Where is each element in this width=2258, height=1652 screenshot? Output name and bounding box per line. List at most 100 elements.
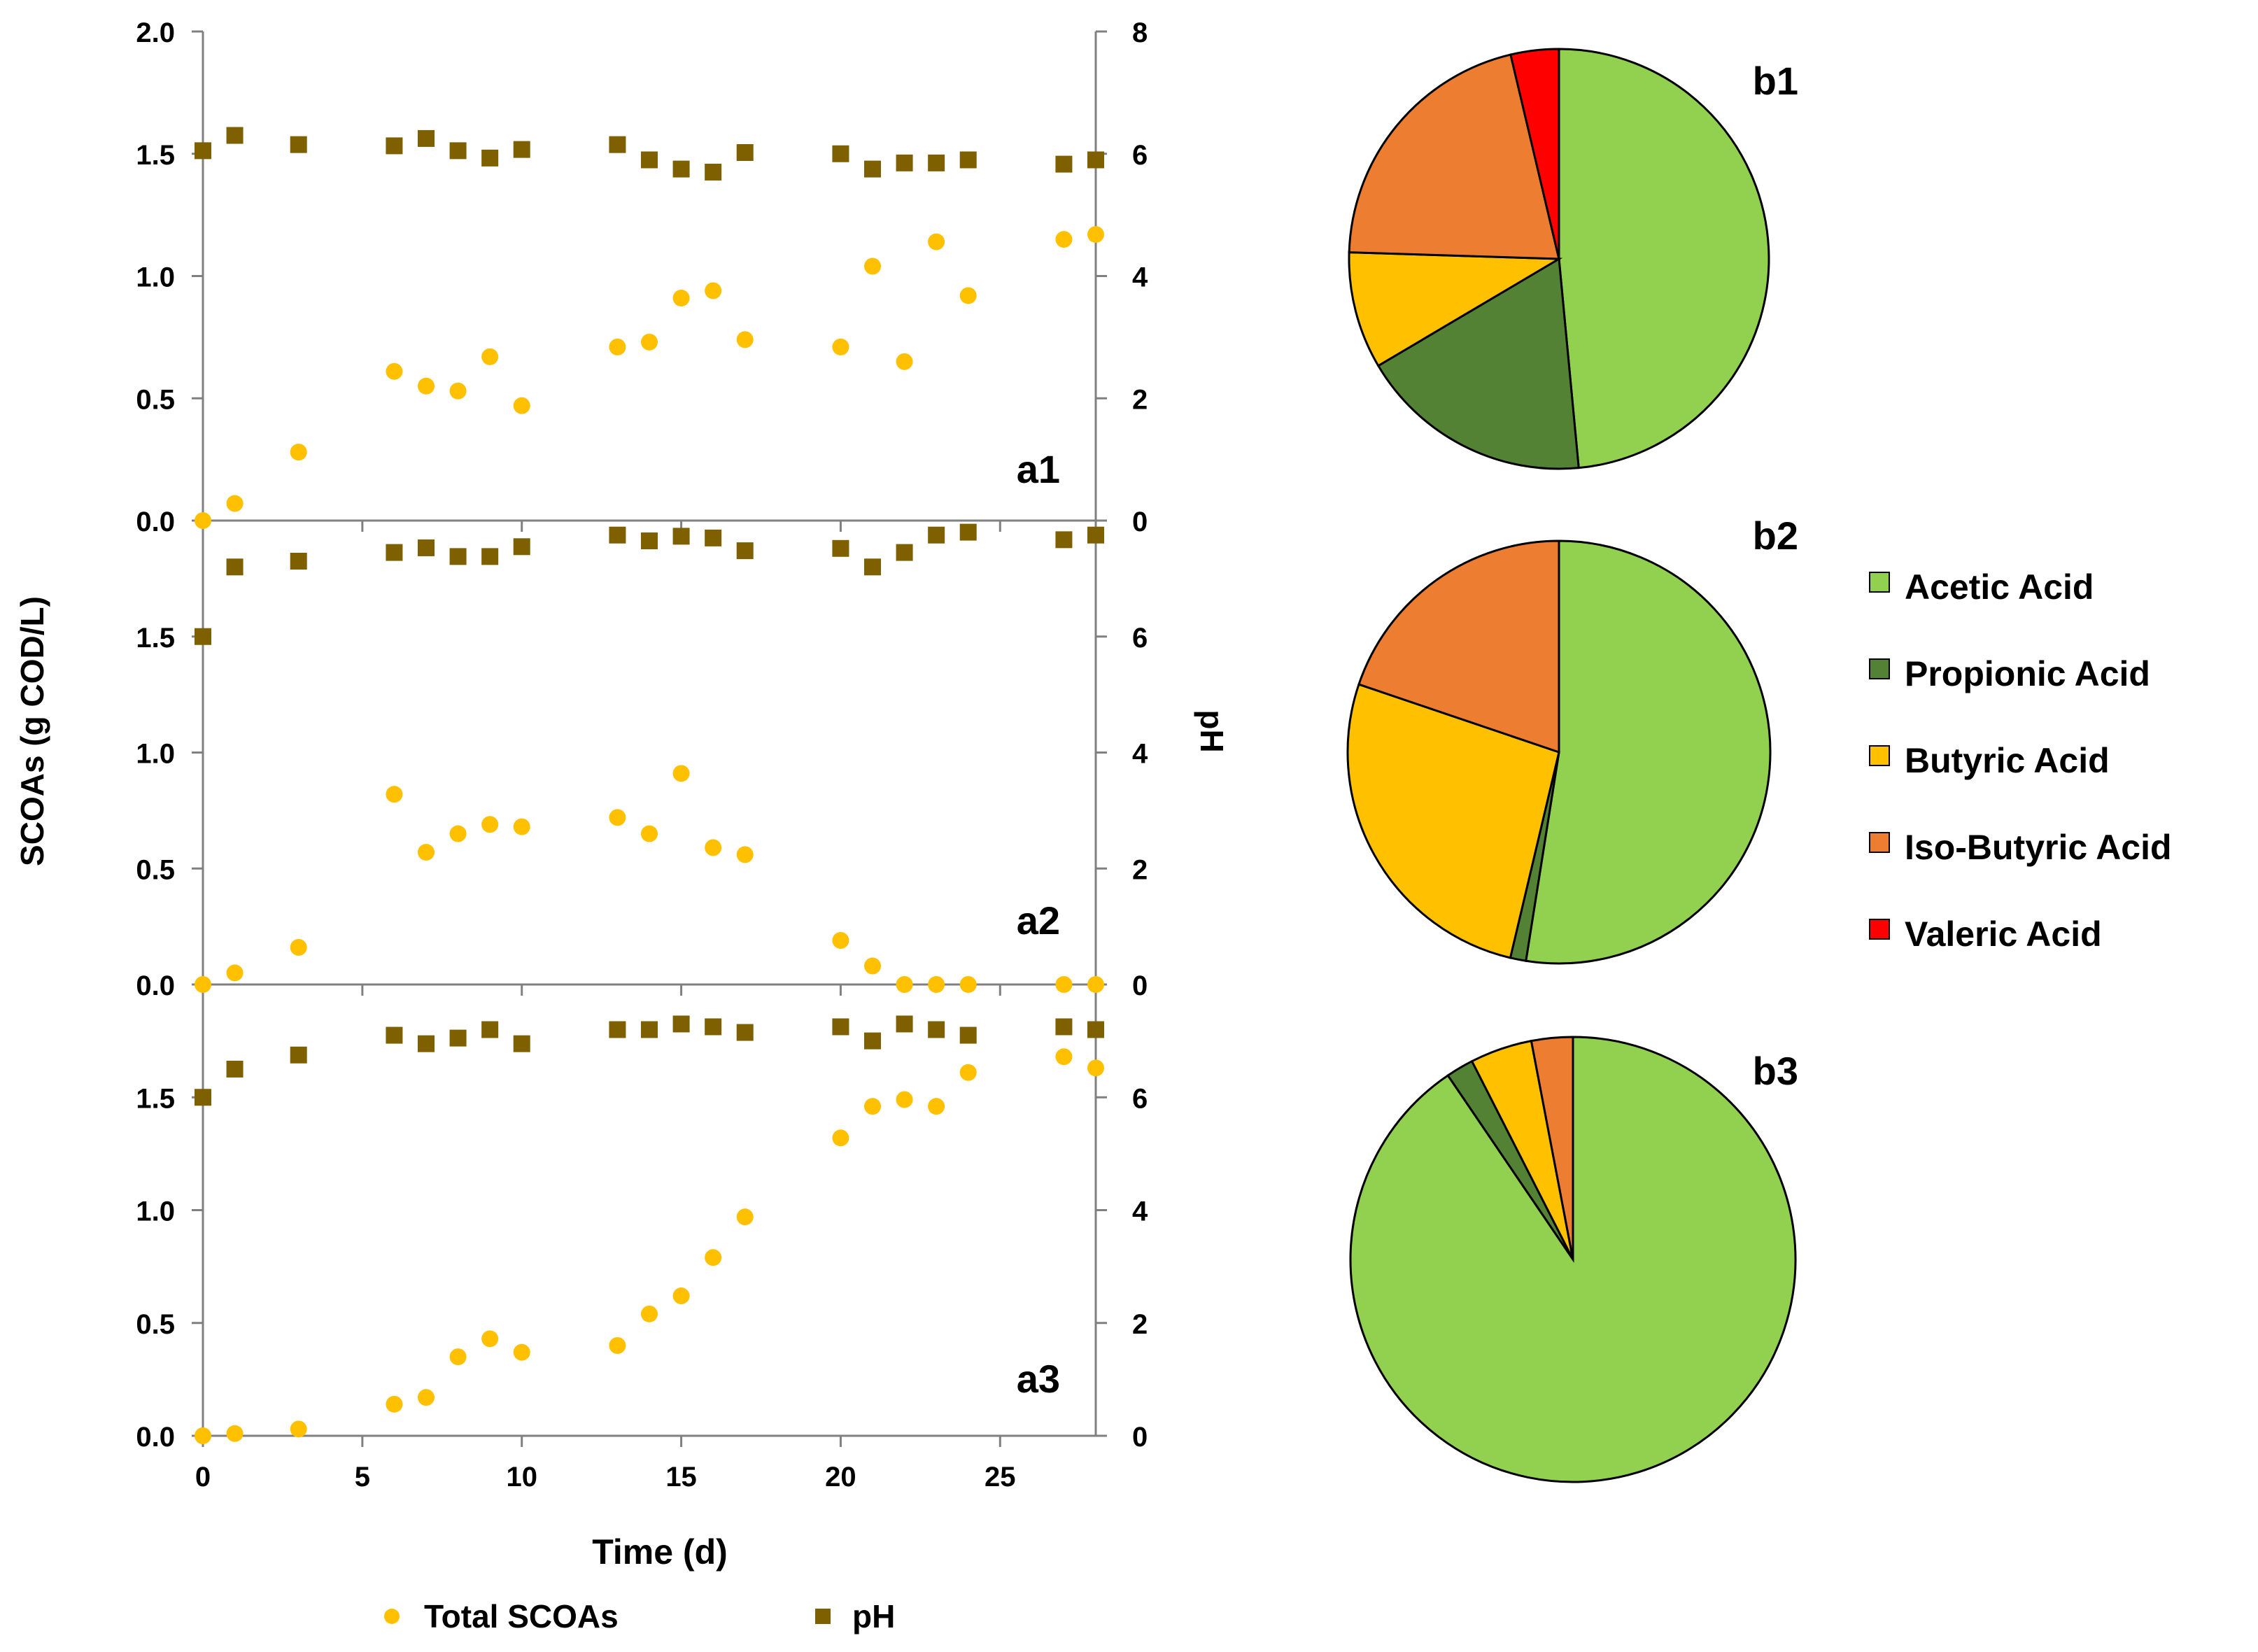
ph-point — [449, 548, 467, 565]
ph-point — [1055, 531, 1073, 549]
panel-label-a2: a2 — [1017, 898, 1060, 943]
ph-point — [609, 136, 626, 153]
scoa-point — [449, 1348, 467, 1366]
scoa-point — [832, 932, 849, 949]
ph-point — [418, 129, 435, 147]
pie-legend-item: Propionic Acid — [1869, 654, 2150, 693]
pie-b2: b2 — [1346, 514, 1798, 965]
y-right-tick-label: 6 — [1132, 140, 1148, 171]
y-left-tick-label: 1.0 — [136, 739, 175, 770]
scoa-point — [1055, 231, 1073, 248]
ph-point — [513, 538, 530, 556]
y-right-tick-label: 0 — [1132, 1422, 1148, 1453]
ph-point — [672, 1015, 690, 1033]
ph-point — [705, 163, 722, 181]
ph-point — [418, 539, 435, 556]
legend-layer: Acetic Acid Propionic Acid Butyric Acid Iso… — [384, 567, 2172, 1635]
scoa-point — [1055, 976, 1073, 993]
scoa-point — [513, 818, 530, 835]
y-left-tick-label: 1.0 — [136, 262, 175, 293]
y-right-tick-label: 6 — [1132, 1083, 1148, 1114]
ph-point — [481, 1021, 499, 1038]
scoa-point — [1087, 976, 1104, 993]
ph-point — [418, 1035, 435, 1052]
scoa-point — [418, 377, 435, 395]
scoa-point — [226, 1425, 244, 1442]
y-left-tick-label: 0.5 — [136, 384, 175, 415]
pie-legend-label: Propionic Acid — [1905, 654, 2150, 693]
y-left-tick-label: 0.5 — [136, 1309, 175, 1340]
pie-legend-swatch — [1869, 745, 1890, 766]
scoa-point — [641, 1305, 658, 1322]
scoa-point — [672, 765, 690, 782]
scoa-point — [290, 1420, 307, 1438]
scoa-point — [609, 338, 626, 355]
ph-point — [449, 142, 467, 160]
ph-point — [1087, 1021, 1104, 1038]
ph-point — [290, 1046, 307, 1064]
scoa-point — [928, 233, 945, 250]
scoa-point — [832, 338, 849, 355]
y-right-tick-label: 4 — [1132, 262, 1148, 293]
scoa-point — [418, 1389, 435, 1406]
scoa-point — [672, 289, 690, 306]
ph-point — [832, 1018, 849, 1036]
ph-point — [226, 558, 244, 576]
marks-layer — [195, 127, 1104, 1444]
ph-point — [386, 1026, 403, 1044]
ph-point — [195, 1089, 211, 1106]
ph-point — [736, 1024, 754, 1041]
ph-point — [672, 528, 690, 545]
pie-legend-label: Iso-Butyric Acid — [1905, 828, 2172, 867]
ph-point — [1055, 155, 1073, 173]
y-left-tick-label: 0.0 — [136, 1422, 175, 1453]
x-tick-label: 10 — [506, 1462, 537, 1492]
scoa-point — [736, 331, 754, 348]
pie-legend-label: Butyric Acid — [1905, 741, 2110, 780]
pie-legend-item: Acetic Acid — [1869, 567, 2094, 607]
scoa-point — [705, 839, 722, 856]
scoa-point — [864, 1098, 881, 1115]
ph-point — [513, 1035, 530, 1052]
scoa-point — [864, 957, 881, 975]
x-tick-label: 15 — [665, 1462, 697, 1492]
y-right-tick-label: 2 — [1132, 384, 1148, 415]
scoa-point — [928, 1098, 945, 1115]
ph-point — [641, 1021, 658, 1038]
pie-slice-butyric-acid — [1348, 251, 1563, 367]
scoa-point — [449, 382, 467, 400]
pie-slice-iso-butyric-acid — [1348, 53, 1560, 260]
panel-a3-axes: 0.0 0.5 1.0 1.5 0 2 4 6 0 5 10 15 20 25 a3 — [136, 984, 1148, 1492]
scoa-point — [736, 846, 754, 863]
ph-point — [864, 558, 881, 576]
panel-a2-axes: 0.0 0.5 1.0 1.5 0 2 4 6 a2 — [136, 521, 1148, 1001]
x-tick-label: 5 — [355, 1462, 370, 1492]
panel-label-a3: a3 — [1017, 1357, 1060, 1401]
y-right-tick-label: 0 — [1132, 970, 1148, 1001]
pie-legend-item: Butyric Acid — [1869, 741, 2110, 780]
y-left-tick-label: 1.5 — [136, 140, 175, 171]
scoa-point — [896, 976, 913, 993]
scoa-point — [609, 1337, 626, 1354]
scatter-legend-marker — [384, 1609, 400, 1624]
ph-point — [226, 1060, 244, 1078]
ph-point — [1055, 1018, 1073, 1036]
y-left-tick-label: 2.0 — [136, 17, 175, 48]
panel-a3-marks — [195, 1015, 1104, 1444]
scoa-point — [513, 397, 530, 414]
ph-point — [832, 145, 849, 162]
pie-slice-acetic-acid — [1525, 539, 1772, 965]
scoa-point — [672, 1287, 690, 1305]
panel-label-b1: b1 — [1753, 59, 1798, 103]
scoa-point — [641, 825, 658, 842]
y-right-tick-label: 2 — [1132, 1309, 1148, 1340]
scoa-point — [959, 1064, 977, 1081]
scoa-point — [386, 362, 403, 380]
x-tick-label: 0 — [195, 1462, 211, 1492]
pie-legend: Acetic Acid Propionic Acid Butyric Acid Iso… — [1869, 567, 2172, 954]
ph-point — [736, 144, 754, 162]
ph-point — [195, 628, 211, 645]
panel-a1-marks — [195, 127, 1104, 529]
scoa-point — [290, 938, 307, 956]
